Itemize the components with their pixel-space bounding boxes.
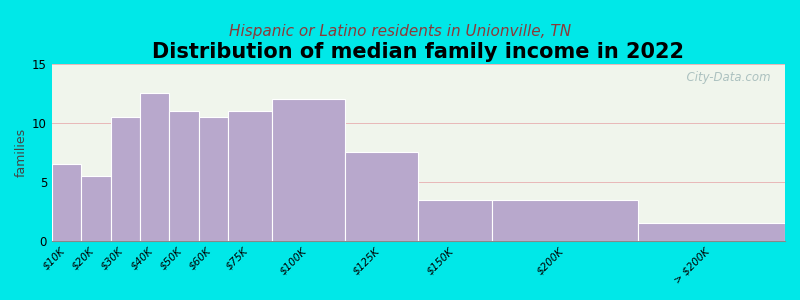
Text: Hispanic or Latino residents in Unionville, TN: Hispanic or Latino residents in Unionvil… <box>229 24 571 39</box>
Y-axis label: families: families <box>15 128 28 177</box>
Text: City-Data.com: City-Data.com <box>678 71 770 84</box>
Bar <box>140 93 169 241</box>
Bar <box>169 111 198 241</box>
Bar <box>52 164 82 241</box>
Bar <box>198 117 228 241</box>
Bar <box>638 223 785 241</box>
Bar <box>345 152 418 241</box>
Bar <box>492 200 638 241</box>
Bar <box>82 176 110 241</box>
Title: Distribution of median family income in 2022: Distribution of median family income in … <box>153 42 685 62</box>
Bar <box>418 200 492 241</box>
Bar <box>110 117 140 241</box>
Bar <box>228 111 272 241</box>
Bar <box>272 99 345 241</box>
